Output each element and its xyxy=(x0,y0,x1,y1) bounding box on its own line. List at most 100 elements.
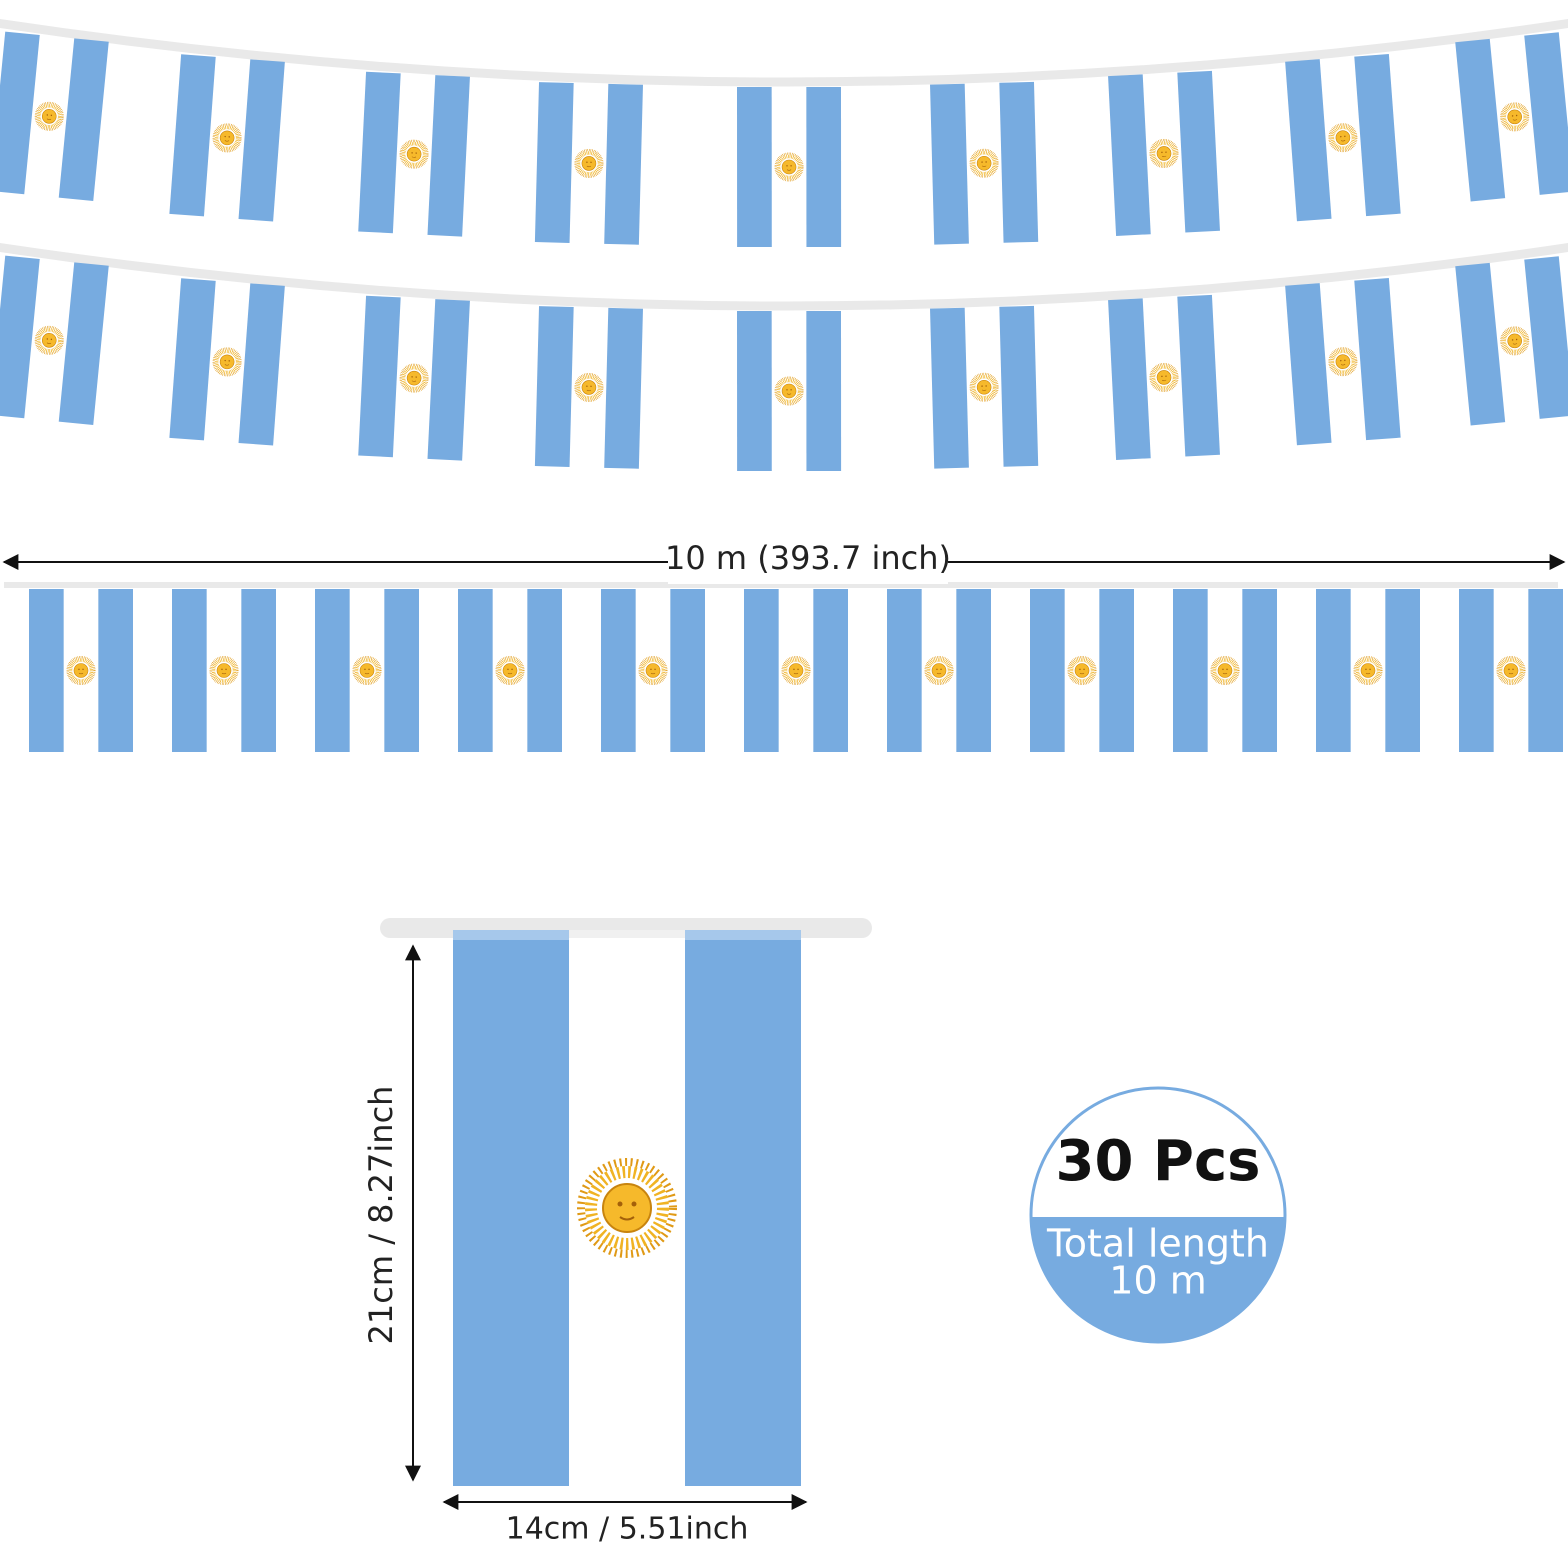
badge-count: 30 Pcs xyxy=(1056,1129,1261,1194)
flag xyxy=(744,589,848,752)
flag-stripe xyxy=(1242,589,1277,752)
flag-stripe xyxy=(1285,59,1332,222)
flag-stripe xyxy=(534,82,574,243)
flag-stripe xyxy=(58,262,109,425)
flag-stripe xyxy=(1385,589,1420,752)
flag xyxy=(169,54,285,222)
flag-stripe xyxy=(1524,32,1568,195)
flag-stripe xyxy=(813,589,848,752)
flag-stripe xyxy=(1285,283,1332,446)
sun xyxy=(1498,324,1531,357)
flag xyxy=(169,278,285,446)
cord xyxy=(0,242,1568,311)
flag-fold xyxy=(453,930,801,940)
sun xyxy=(1148,138,1180,169)
sun xyxy=(581,1162,673,1254)
flag xyxy=(1173,589,1277,752)
length-label: 10 m (393.7 inch) xyxy=(665,539,951,577)
flag-stripe xyxy=(1099,589,1134,752)
flag-stripe xyxy=(737,311,772,472)
flag-stripe xyxy=(956,589,991,752)
sun xyxy=(1210,655,1240,686)
sun xyxy=(781,655,811,686)
flag xyxy=(1030,589,1134,752)
sun xyxy=(66,655,96,686)
label-bg xyxy=(668,540,948,584)
sun xyxy=(398,362,430,394)
sun xyxy=(1148,362,1180,393)
bunting xyxy=(0,18,1568,752)
flag xyxy=(29,589,133,752)
flag-stripe xyxy=(1455,262,1506,426)
flag-stripe xyxy=(238,59,285,222)
flag-stripe xyxy=(315,589,350,752)
flag-stripe xyxy=(806,310,842,471)
flag-stripe xyxy=(384,589,419,752)
sun xyxy=(638,655,668,686)
flag xyxy=(458,589,562,752)
sun xyxy=(398,138,430,170)
flag xyxy=(930,305,1039,469)
width-label: 14cm / 5.51inch xyxy=(506,1512,749,1547)
flag-stripe xyxy=(930,307,969,469)
flag-stripe xyxy=(670,589,705,752)
flag-stripe xyxy=(238,283,285,446)
sun xyxy=(495,655,525,686)
sun xyxy=(33,100,66,133)
flag xyxy=(1108,70,1220,236)
flag-stripe xyxy=(604,307,643,469)
flag-stripe xyxy=(604,83,643,245)
flag-stripe xyxy=(29,589,64,752)
flag xyxy=(1455,32,1568,202)
flag-stripe xyxy=(999,81,1039,243)
flag xyxy=(1455,256,1568,426)
flag-stripe xyxy=(737,87,772,248)
flag xyxy=(534,82,643,245)
flag xyxy=(315,589,419,752)
sun xyxy=(1496,655,1526,686)
sun xyxy=(574,372,604,403)
flag xyxy=(358,71,470,237)
flag-stripe xyxy=(887,589,922,752)
badge-caption: Total length xyxy=(1046,1222,1269,1266)
cord xyxy=(0,18,1568,87)
flag-stripe xyxy=(930,83,969,245)
sun xyxy=(352,655,382,686)
flag-stripe xyxy=(0,31,40,195)
flag-stripe xyxy=(1030,589,1065,752)
flag-stripe xyxy=(685,930,801,1486)
flag-stripe xyxy=(458,589,493,752)
flag xyxy=(1285,278,1401,446)
height-label: 21cm / 8.27inch xyxy=(362,1086,400,1345)
sun xyxy=(33,324,66,357)
flag xyxy=(601,589,705,752)
flag-stripe xyxy=(1108,298,1151,460)
flag xyxy=(172,589,276,752)
flag-stripe xyxy=(0,255,40,419)
sun xyxy=(774,152,804,182)
flag-stripe xyxy=(172,589,207,752)
sun xyxy=(211,346,243,378)
flag xyxy=(1285,54,1401,222)
flag xyxy=(358,295,470,461)
flag-stripe xyxy=(1354,278,1401,441)
flag xyxy=(1108,294,1220,460)
flag xyxy=(0,255,109,425)
flag-stripe xyxy=(1316,589,1351,752)
flag-stripe xyxy=(1528,589,1563,752)
flag-stripe xyxy=(1459,589,1494,752)
flag-stripe xyxy=(427,299,470,461)
flag-stripe xyxy=(98,589,133,752)
flag-stripe xyxy=(169,54,216,217)
flag-stripe xyxy=(806,86,842,247)
flag-stripe xyxy=(1177,294,1220,457)
sun xyxy=(574,148,604,179)
flag-stripe xyxy=(1455,38,1506,202)
sun xyxy=(969,148,1000,179)
flag-stripe xyxy=(1524,256,1568,419)
sun xyxy=(1327,346,1359,378)
sun xyxy=(1498,100,1531,133)
flag-stripe xyxy=(534,306,574,467)
flag-stripe xyxy=(58,38,109,201)
flag xyxy=(737,310,842,472)
